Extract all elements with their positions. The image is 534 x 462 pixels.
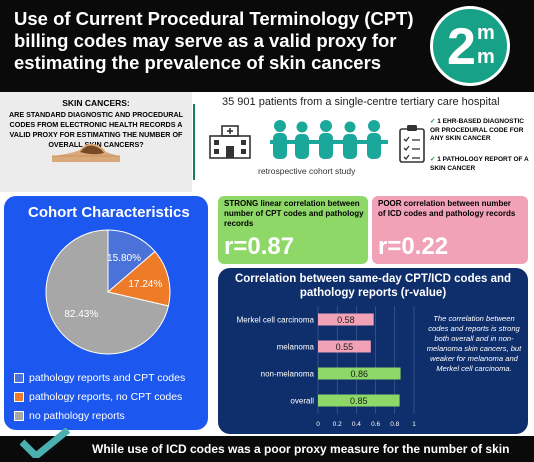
x-tick-label: 0.4 [352,421,361,428]
x-tick-label: 0.8 [390,421,399,428]
header-banner: Use of Current Procedural Terminology (C… [0,0,534,92]
legend-label: pathology reports, no CPT codes [29,391,183,403]
legend-item: pathology reports, no CPT codes [14,391,182,403]
x-tick-label: 0.6 [371,421,380,428]
bar-value-label: 0.86 [351,369,369,379]
category-label: Merkel cell carcinoma [237,316,315,325]
pie-slice [107,229,156,294]
poor-correlation-box: POOR correlation between number of ICD c… [372,196,528,264]
section-divider [193,104,195,180]
check-icon: ✓ [430,156,436,163]
x-tick-label: 0.2 [333,421,342,428]
bar-value-label: 0.55 [336,342,354,352]
legend-item: no pathology reports [14,410,125,422]
conclusion-text: While use of ICD codes was a poor proxy … [92,442,510,456]
checkmark-icon [20,428,71,458]
pie-slice-label: 15.80% [107,253,141,264]
correlation-chart-title: Correlation between same-day CPT/ICD cod… [234,273,512,299]
bar [318,340,371,353]
hospital-icon [209,125,251,159]
pie-slice-label: 17.24% [128,279,162,290]
inclusion-criterion: ✓ 1 PATHOLOGY REPORT OF A SKIN CANCER [430,156,534,173]
bar [318,313,374,326]
study-design: retrospective cohort study [258,166,356,176]
category-label: overall [290,397,314,406]
inclusion-criterion-text: 1 PATHOLOGY REPORT OF A SKIN CANCER [430,156,529,172]
strong-correlation-value: r=0.87 [224,233,295,260]
journal-logo: 2 m m [430,6,510,86]
bar-value-label: 0.58 [337,315,355,325]
category-label: melanoma [277,343,315,352]
bar-value-label: 0.85 [350,396,368,406]
research-question-box: SKIN CANCERS: Are standard diagnostic an… [0,92,192,192]
x-tick-label: 1 [412,421,416,428]
skin-lesion-icon [52,143,120,162]
patient-count: 35 901 patients from a single-centre ter… [222,96,500,108]
strong-correlation-heading: STRONG linear correlation between number… [224,199,364,228]
category-label: non-melanoma [261,370,315,379]
legend-swatch [14,411,24,422]
inclusion-criterion: ✓ 1 EHR-BASED DIAGNOSTIC OR PROCEDURAL C… [430,118,534,144]
patient-group-icon [270,120,388,159]
strong-correlation-box: STRONG linear correlation between number… [218,196,368,264]
correlation-panel: Correlation between same-day CPT/ICD cod… [218,268,528,434]
pie-slice-label: 82.43% [64,309,98,320]
page-title: Use of Current Procedural Terminology (C… [14,8,414,73]
cohort-panel: Cohort Characteristics 15.80% 17.24% 82.43… [4,196,208,430]
clipboard-icon [399,125,425,163]
inclusion-criterion-text: 1 EHR-BASED DIAGNOSTIC OR PROCEDURAL COD… [430,118,524,142]
legend-swatch [14,373,24,384]
check-icon: ✓ [430,118,436,125]
logo-digit: 2 [447,18,476,76]
legend-label: no pathology reports [29,410,125,422]
cohort-title: Cohort Characteristics [28,204,190,221]
correlation-bar-chart: 0 0.2 0.4 0.6 0.8 1 Merkel cell carcinoma 0.58 m… [237,306,416,428]
conclusion-bar: While use of ICD codes was a poor proxy … [0,428,534,462]
legend-item: pathology reports and CPT codes [14,372,185,384]
question-text: Are standard diagnostic and procedural c… [8,110,184,149]
cohort-pie-chart: 15.80% 17.24% 82.43% [45,229,171,355]
legend-label: pathology reports and CPT codes [29,372,186,384]
logo-letter-top: m [477,22,495,44]
poor-correlation-heading: POOR correlation between number of ICD c… [378,199,516,218]
x-tick-label: 0 [316,421,320,428]
logo-letter-bottom: m [477,46,495,68]
pie-slice [45,229,170,355]
question-heading: SKIN CANCERS: [62,98,130,108]
legend-swatch [14,392,24,403]
correlation-note: The correlation between codes and report… [426,314,522,373]
bar [318,394,400,407]
poor-correlation-value: r=0.22 [378,233,449,260]
bar [318,367,401,380]
pie-slice [106,250,171,307]
